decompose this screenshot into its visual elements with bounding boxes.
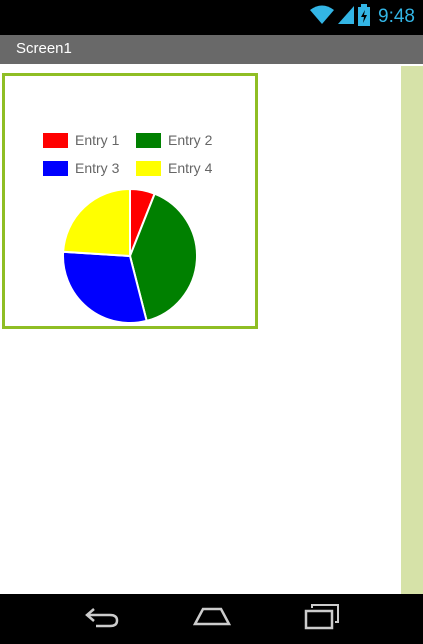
home-button[interactable] xyxy=(182,601,242,637)
pie-chart[interactable]: Entry 1 Entry 2 Entry 3 Entry 4 xyxy=(2,73,258,329)
legend-label-entry-3: Entry 3 xyxy=(75,160,120,176)
pie-slice-entry-4 xyxy=(62,187,131,258)
screen-title: Screen1 xyxy=(16,40,72,57)
pie-slice-entry-2 xyxy=(128,192,198,323)
recent-apps-button[interactable] xyxy=(292,601,352,637)
legend-item-entry-4: Entry 4 xyxy=(136,160,212,176)
pie-slice-entry-3 xyxy=(62,250,148,324)
wifi-icon xyxy=(310,5,335,30)
scrollbar[interactable] xyxy=(401,66,423,594)
clock: 9:48 xyxy=(378,6,415,27)
back-icon xyxy=(84,606,120,633)
legend-label-entry-1: Entry 1 xyxy=(75,132,120,148)
status-bar: 9:48 xyxy=(0,0,423,35)
home-icon xyxy=(192,606,232,633)
status-icons: 9:48 xyxy=(310,3,415,31)
back-button[interactable] xyxy=(72,601,132,637)
cell-signal-icon xyxy=(338,5,355,30)
recent-apps-icon xyxy=(303,603,341,635)
legend-swatch-entry-2 xyxy=(136,132,161,148)
legend-swatch-entry-4 xyxy=(136,160,161,176)
legend-item-entry-3: Entry 3 xyxy=(43,160,119,176)
title-bar: Screen1 xyxy=(0,35,423,64)
legend-item-entry-1: Entry 1 xyxy=(43,132,119,148)
battery-icon xyxy=(358,3,371,31)
legend-item-entry-2: Entry 2 xyxy=(136,132,212,148)
legend-swatch-entry-1 xyxy=(43,132,68,148)
pie-plot xyxy=(62,187,198,324)
legend-swatch-entry-3 xyxy=(43,160,68,176)
legend-label-entry-4: Entry 4 xyxy=(168,160,213,176)
navigation-bar xyxy=(0,594,423,644)
legend-label-entry-2: Entry 2 xyxy=(168,132,213,148)
